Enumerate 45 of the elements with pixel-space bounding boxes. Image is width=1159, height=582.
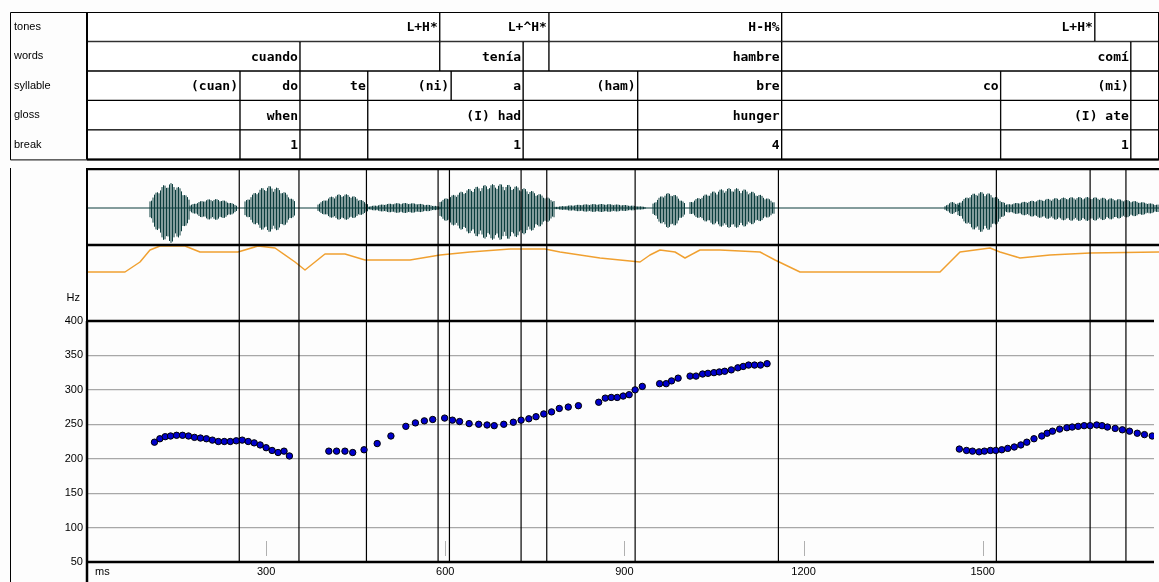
y-tick-label: 250 [64, 417, 83, 430]
annotation: (I) had [466, 107, 522, 123]
annotation: L+^H* [507, 19, 548, 35]
y-tick-label: break [14, 137, 43, 150]
annotation: L+H* [1061, 19, 1093, 35]
annotation: hambre [732, 48, 780, 64]
x-tick-label: 900 [615, 564, 634, 577]
annotation: 1 [290, 137, 299, 153]
x-tick-label: 600 [436, 564, 455, 577]
y-tick-label: 300 [64, 382, 83, 395]
x-tick-label: 1500 [970, 564, 995, 577]
x-tick-label: 300 [256, 564, 276, 577]
annotation: te [350, 78, 366, 94]
annotation: (ni) [417, 78, 450, 94]
annotation: tenía [481, 48, 522, 64]
y-tick-label: 200 [64, 451, 83, 464]
y-axis-title: Hz [66, 291, 80, 304]
annotation: (cuan) [191, 78, 238, 94]
annotation: hunger [732, 107, 780, 123]
annotation: H-H% [748, 19, 780, 35]
annotation: (I) ate [1074, 107, 1129, 123]
annotation: co [982, 78, 999, 94]
y-tick-label: words [13, 49, 44, 62]
y-tick-label: 150 [64, 486, 83, 499]
y-tick-label: 100 [64, 520, 83, 533]
x-tick-label: 1200 [791, 564, 816, 577]
annotation: do [282, 78, 299, 94]
annotation: 4 [771, 137, 780, 153]
annotation: cuando [250, 48, 299, 64]
y-tick-label: syllable [14, 78, 51, 91]
y-tick-label: tones [14, 19, 42, 32]
annotation: (ham) [596, 78, 636, 94]
annotation: comí [1097, 48, 1129, 64]
annotation: 1 [513, 137, 522, 153]
annotation: bre [756, 78, 780, 94]
annotation: when [266, 107, 298, 123]
y-tick-label: 400 [64, 314, 83, 327]
y-tick-label: gloss [14, 108, 41, 121]
y-tick-label: 350 [64, 348, 83, 361]
annotation: L+H* [406, 19, 438, 35]
y-tick-label: 50 [70, 555, 83, 568]
annotation: 1 [1120, 137, 1129, 153]
annotation: a [513, 78, 522, 94]
annotation: (mi) [1097, 78, 1129, 94]
x-axis-title: ms [95, 565, 111, 578]
